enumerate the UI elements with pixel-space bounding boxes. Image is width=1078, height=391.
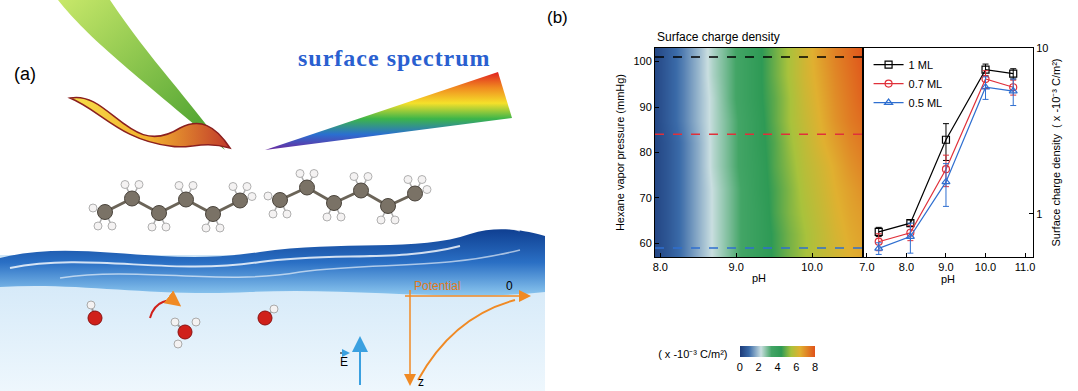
svg-text:6: 6 xyxy=(793,361,799,373)
svg-text:0: 0 xyxy=(737,361,743,373)
svg-text:8: 8 xyxy=(812,361,818,373)
svg-text:z: z xyxy=(418,375,424,389)
svg-text:80: 80 xyxy=(640,146,652,158)
svg-text:60: 60 xyxy=(640,237,652,249)
svg-text:Hexane vapor pressure (mmHg): Hexane vapor pressure (mmHg) xyxy=(614,74,626,231)
svg-text:8.0: 8.0 xyxy=(653,261,668,273)
svg-text:90: 90 xyxy=(640,101,652,113)
svg-text:Surface charge density: Surface charge density xyxy=(657,30,780,44)
svg-text:9.0: 9.0 xyxy=(729,261,744,273)
svg-text:1: 1 xyxy=(1036,208,1042,220)
svg-text:2: 2 xyxy=(756,361,762,373)
svg-text:(a): (a) xyxy=(14,64,36,84)
svg-text:8.0: 8.0 xyxy=(899,261,914,273)
svg-text:(b): (b) xyxy=(547,8,568,27)
svg-text:Potential: Potential xyxy=(414,279,461,293)
svg-text:0.7 ML: 0.7 ML xyxy=(909,78,943,90)
svg-text:E: E xyxy=(340,355,348,369)
svg-text:0: 0 xyxy=(506,279,513,293)
svg-text:7.0: 7.0 xyxy=(859,261,874,273)
svg-text:pH: pH xyxy=(752,272,766,284)
svg-text:100: 100 xyxy=(633,55,651,67)
svg-text:4: 4 xyxy=(774,361,780,373)
svg-text:surface spectrum: surface spectrum xyxy=(298,45,491,71)
svg-text:0.5 ML: 0.5 ML xyxy=(909,97,943,109)
svg-text:70: 70 xyxy=(640,192,652,204)
svg-text:9.0: 9.0 xyxy=(938,261,953,273)
svg-text:pH: pH xyxy=(941,273,955,285)
svg-text:( x -10⁻³ C/m²): ( x -10⁻³ C/m²) xyxy=(658,348,727,360)
svg-text:10.0: 10.0 xyxy=(801,261,822,273)
svg-text:10: 10 xyxy=(1036,42,1048,54)
svg-text:11.0: 11.0 xyxy=(1015,261,1036,273)
svg-text:10.0: 10.0 xyxy=(975,261,996,273)
svg-text:Surface charge density ( x -1: Surface charge density ( x -10⁻³ C/m²) xyxy=(1050,58,1062,246)
svg-text:1 ML: 1 ML xyxy=(909,59,933,71)
